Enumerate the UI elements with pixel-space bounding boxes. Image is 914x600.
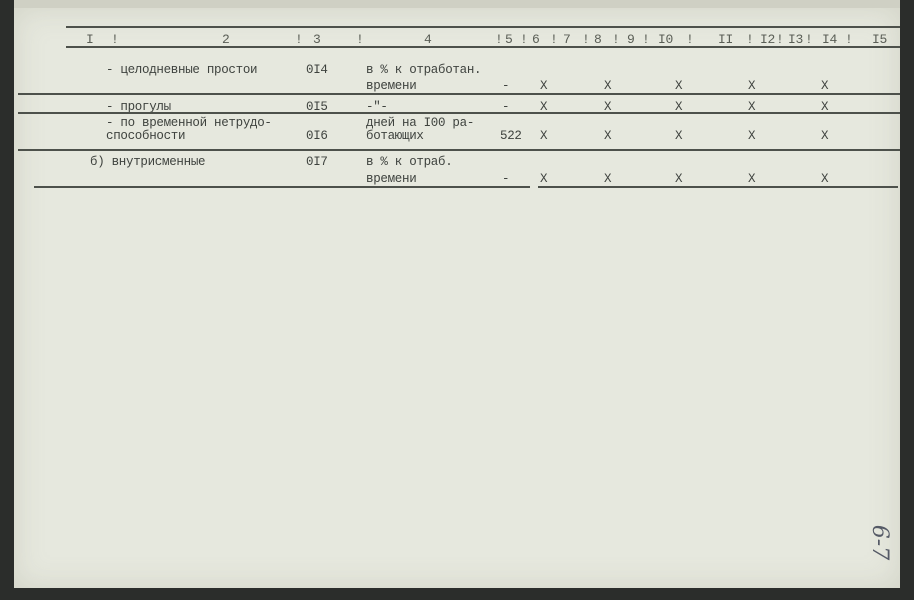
x-mark: X <box>540 79 548 93</box>
column-header: ! <box>776 32 784 47</box>
rule-line <box>18 93 900 95</box>
indicator-name: - прогулы <box>106 100 171 114</box>
x-mark: X <box>748 79 756 93</box>
column-header: 8 <box>594 32 602 47</box>
column-header: ! <box>111 32 119 47</box>
rule-line <box>18 112 900 114</box>
unit-of-measure: дней на I00 ра- <box>366 116 475 130</box>
x-mark: X <box>604 79 612 93</box>
x-mark: X <box>604 172 612 186</box>
column-header: ! <box>582 32 590 47</box>
column-header: ! <box>642 32 650 47</box>
column-header: 3 <box>313 32 321 47</box>
indicator-name: - по временной нетрудо- <box>106 116 272 130</box>
column-header: ! <box>295 32 303 47</box>
x-mark: X <box>675 100 683 114</box>
column-header: I5 <box>872 32 888 47</box>
column-header: I4 <box>822 32 838 47</box>
rule-line <box>538 186 898 188</box>
column-header: 2 <box>222 32 230 47</box>
value-col-5: - <box>502 79 510 93</box>
rule-line <box>18 149 900 151</box>
indicator-name: - целодневные простои <box>106 63 258 77</box>
x-mark: X <box>748 100 756 114</box>
row-code: 0I7 <box>306 155 328 169</box>
unit-of-measure-cont: времени <box>366 79 417 93</box>
rule-line <box>66 46 900 48</box>
x-mark: X <box>748 172 756 186</box>
row-code: 0I6 <box>306 129 328 143</box>
value-col-5: - <box>502 100 510 114</box>
x-mark: X <box>540 172 548 186</box>
x-mark: X <box>821 129 829 143</box>
x-mark: X <box>821 100 829 114</box>
handwritten-page-number: 6-7 <box>867 524 893 561</box>
unit-of-measure: в % к отработан. <box>366 63 482 77</box>
column-header: II <box>718 32 734 47</box>
rule-line <box>66 26 900 28</box>
page-edge <box>14 0 900 10</box>
x-mark: X <box>675 129 683 143</box>
x-mark: X <box>604 129 612 143</box>
document-page <box>14 8 900 588</box>
x-mark: X <box>821 172 829 186</box>
column-header: ! <box>550 32 558 47</box>
column-header: 5 <box>505 32 513 47</box>
column-header: ! <box>356 32 364 47</box>
x-mark: X <box>675 172 683 186</box>
column-header: 7 <box>563 32 571 47</box>
column-header: ! <box>845 32 853 47</box>
x-mark: X <box>748 129 756 143</box>
rule-line <box>500 186 530 188</box>
column-header: 4 <box>424 32 432 47</box>
x-mark: X <box>604 100 612 114</box>
row-code: 0I5 <box>306 100 328 114</box>
column-header: ! <box>686 32 694 47</box>
x-mark: X <box>540 129 548 143</box>
x-mark: X <box>821 79 829 93</box>
column-header: 9 <box>627 32 635 47</box>
column-header: 6 <box>532 32 540 47</box>
unit-of-measure: в % к отраб. <box>366 155 453 169</box>
column-header: I2 <box>760 32 776 47</box>
column-header: I3 <box>788 32 804 47</box>
column-header: ! <box>520 32 528 47</box>
unit-of-measure: -"- <box>366 100 388 114</box>
row-code: 0I4 <box>306 63 328 77</box>
value-col-5: - <box>502 172 510 186</box>
column-header: ! <box>805 32 813 47</box>
column-header: ! <box>612 32 620 47</box>
value-col-5: 522 <box>500 129 522 143</box>
indicator-name-cont: способности <box>106 129 186 143</box>
column-header: I0 <box>658 32 674 47</box>
column-header: I <box>86 32 94 47</box>
unit-of-measure-cont: времени <box>366 172 417 186</box>
x-mark: X <box>540 100 548 114</box>
unit-of-measure-cont: ботающих <box>366 129 424 143</box>
rule-line <box>34 186 500 188</box>
column-header: ! <box>746 32 754 47</box>
indicator-name: б) внутрисменные <box>90 155 206 169</box>
column-header: ! <box>495 32 503 47</box>
x-mark: X <box>675 79 683 93</box>
